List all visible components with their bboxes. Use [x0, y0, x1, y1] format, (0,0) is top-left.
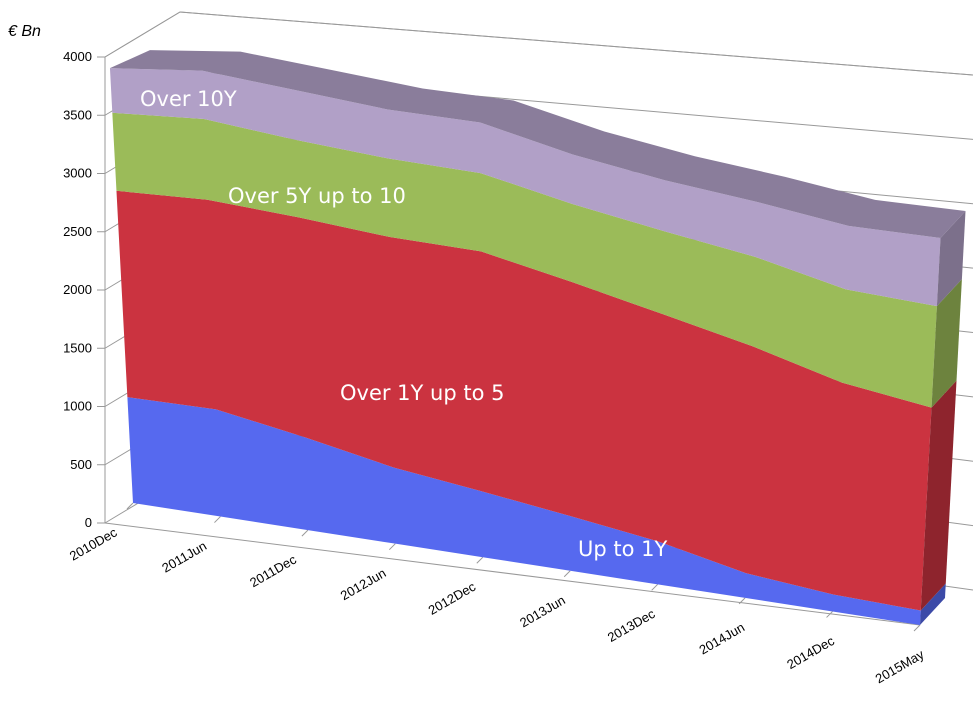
x-tick-label: 2013Dec [605, 606, 658, 645]
series-label: Over 1Y up to 5 [340, 381, 504, 405]
y-tick-label: 3000 [63, 166, 92, 181]
y-axis-title: € Bn [8, 23, 41, 40]
y-tick-label: 1500 [63, 340, 92, 355]
area-side [936, 210, 966, 307]
area [116, 190, 932, 611]
series-label: Over 10Y [140, 87, 237, 111]
x-tick [214, 516, 221, 523]
x-tick [126, 502, 134, 510]
x-tick-label: 2011Dec [247, 551, 299, 590]
y-tick-label: 3500 [63, 107, 92, 122]
y-tick-label: 0 [85, 515, 92, 530]
y-tick-label: 4000 [63, 49, 92, 64]
x-tick-label: 2014Dec [784, 633, 837, 672]
x-tick [826, 611, 833, 618]
floor-edge [104, 522, 921, 626]
x-tick [388, 543, 396, 551]
series-label: Up to 1Y [578, 537, 667, 561]
x-tick-label: 2012Jun [338, 565, 389, 603]
area [109, 68, 941, 307]
x-tick-label: 2010Dec [67, 524, 120, 563]
y-tick-label: 500 [70, 457, 92, 472]
x-tick-label: 2015May [873, 646, 927, 686]
x-tick [738, 597, 746, 605]
x-tick-label: 2011Jun [159, 538, 209, 575]
series-label: Over 5Y up to 10 [228, 184, 406, 208]
area-side [920, 583, 946, 625]
x-tick-label: 2014Jun [696, 619, 747, 657]
y-tick-label: 2500 [63, 224, 92, 239]
x-tick [476, 556, 484, 564]
y-tick-label: 1000 [63, 399, 92, 414]
y-tick-label: 2000 [63, 282, 92, 297]
x-tick [651, 583, 659, 591]
area-side [920, 380, 957, 611]
x-tick [563, 570, 571, 578]
area-side [931, 279, 962, 408]
grid-line [104, 11, 973, 76]
x-tick-label: 2012Dec [426, 579, 479, 618]
x-tick [913, 624, 921, 632]
area [112, 112, 937, 408]
x-tick [301, 529, 309, 537]
area-top [109, 50, 966, 238]
area [127, 397, 921, 625]
x-tick-label: 2013Jun [517, 592, 568, 630]
